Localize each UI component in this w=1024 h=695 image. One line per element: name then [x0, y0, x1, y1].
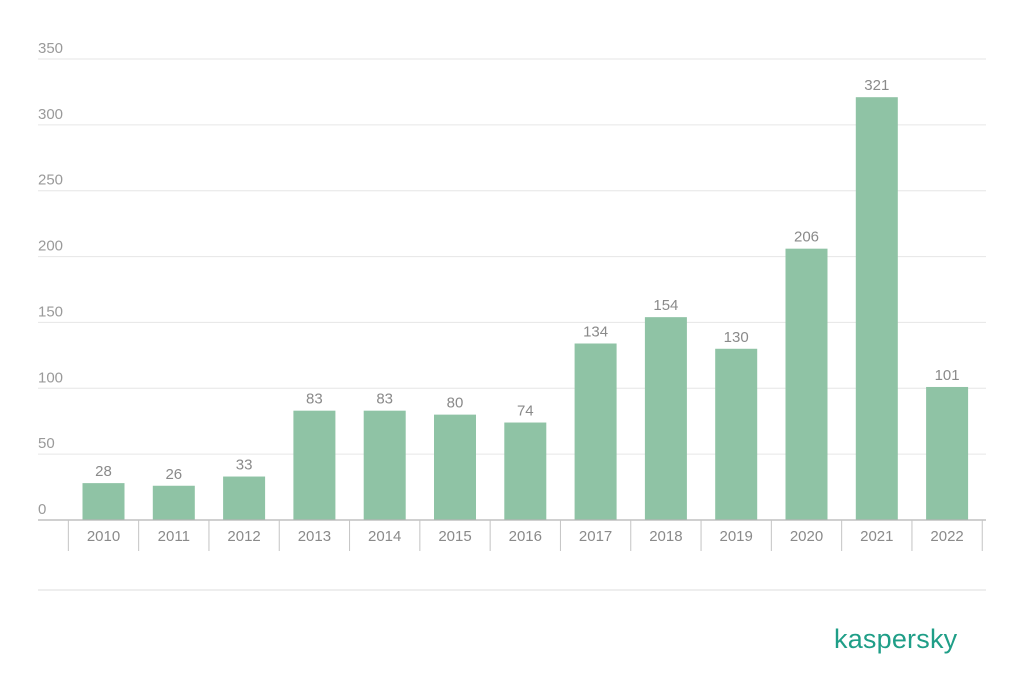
- y-tick-label: 150: [38, 303, 63, 320]
- bar-2017: [574, 343, 617, 520]
- data-label: 33: [236, 457, 253, 474]
- bar-2013: [293, 410, 336, 520]
- bar-2020: [785, 248, 828, 520]
- y-tick-label: 200: [38, 238, 63, 255]
- x-axis: 2010 2011 2012 2013 2014 2015 2016 2017 2018 2019…: [38, 519, 986, 551]
- y-tick-label: 350: [38, 40, 63, 57]
- y-tick-label: 100: [38, 369, 63, 386]
- x-tick-label: 2010: [87, 528, 120, 545]
- data-label: 83: [376, 391, 393, 408]
- y-tick-label: 50: [38, 435, 55, 452]
- bar-2010: [82, 483, 125, 520]
- data-label: 206: [794, 229, 819, 246]
- bar-2011: [152, 485, 195, 520]
- y-tick-label: 0: [38, 501, 46, 518]
- x-tick-label: 2020: [790, 528, 823, 545]
- x-tick-label: 2014: [368, 528, 401, 545]
- x-tick-label: 2017: [579, 528, 612, 545]
- data-label: 74: [517, 403, 534, 420]
- data-label: 134: [583, 324, 608, 341]
- bar-2016: [504, 422, 547, 520]
- data-label: 101: [935, 367, 960, 384]
- bars: [82, 97, 969, 520]
- kaspersky-logo: kaspersky: [834, 624, 958, 654]
- bar-2021: [855, 97, 898, 520]
- y-axis-tick-labels: 0 50 100 150 200 250 300 350: [38, 40, 63, 518]
- y-tick-label: 300: [38, 106, 63, 123]
- bar-2019: [715, 348, 758, 520]
- data-label: 154: [653, 297, 678, 314]
- x-tick-label: 2013: [298, 528, 331, 545]
- y-tick-label: 250: [38, 172, 63, 189]
- x-tick-label: 2012: [227, 528, 260, 545]
- bar-2014: [363, 410, 406, 520]
- data-label: 26: [165, 466, 182, 483]
- x-tick-label: 2021: [860, 528, 893, 545]
- x-tick-label: 2019: [720, 528, 753, 545]
- x-tick-label: 2016: [509, 528, 542, 545]
- data-label: 130: [724, 329, 749, 346]
- bar-2015: [434, 414, 476, 520]
- x-tick-label: 2022: [930, 528, 963, 545]
- x-tick-label: 2011: [158, 528, 190, 545]
- gridlines: [38, 58, 986, 455]
- bar-2022: [926, 386, 969, 520]
- data-label: 80: [447, 395, 464, 412]
- bar-2012: [223, 476, 266, 520]
- data-labels: 28 26 33 83 83 80 74 134 154 130 206 321 101: [95, 77, 959, 483]
- data-label: 83: [306, 391, 323, 408]
- x-tick-label: 2015: [438, 528, 471, 545]
- x-tick-label: 2018: [649, 528, 682, 545]
- bar-2018: [644, 317, 687, 520]
- data-label: 28: [95, 463, 112, 480]
- data-label: 321: [864, 77, 889, 94]
